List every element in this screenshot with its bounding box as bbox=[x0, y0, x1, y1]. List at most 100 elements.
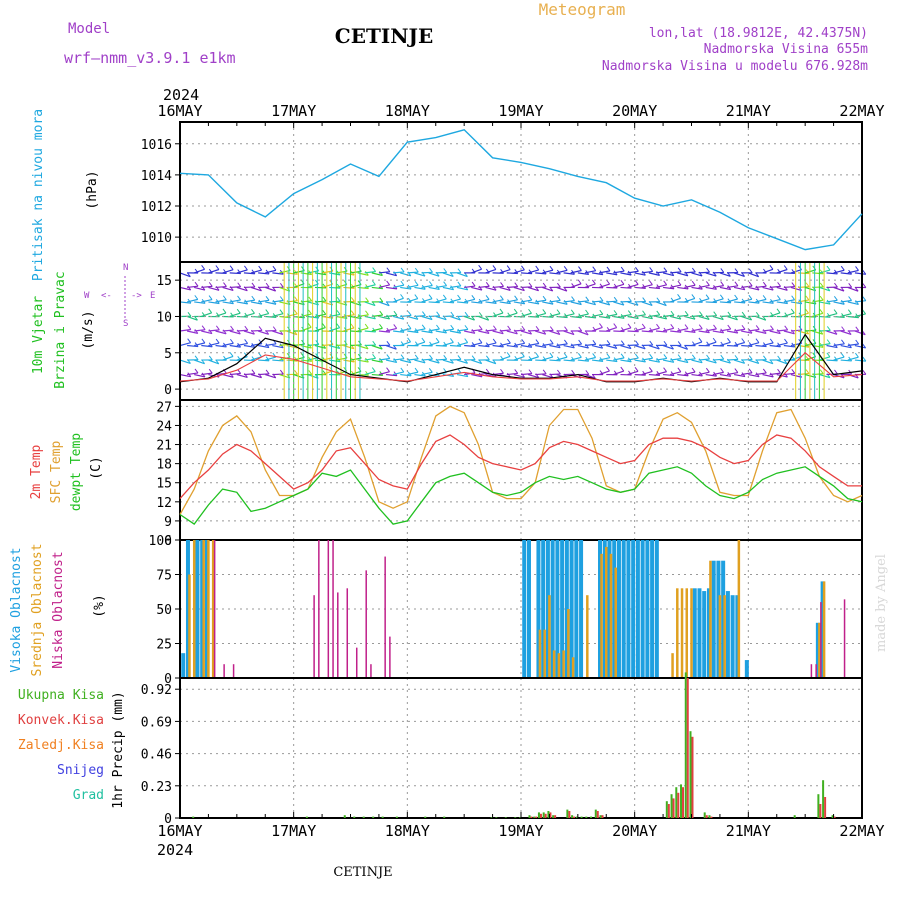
wind-barb-flag bbox=[663, 280, 668, 286]
wind-barb-flag bbox=[308, 343, 312, 349]
wind-barb bbox=[456, 342, 468, 347]
wind-barb-flag bbox=[663, 367, 667, 372]
wind-barb-flag bbox=[770, 325, 774, 330]
wind-barb bbox=[840, 272, 852, 275]
day-label-top: 18MAY bbox=[385, 102, 430, 120]
wind-barb-flag bbox=[862, 343, 867, 349]
wind-barb-flag bbox=[862, 369, 867, 375]
wind-barb-flag bbox=[251, 369, 256, 375]
wind-barb-flag bbox=[514, 282, 519, 287]
wind-barb bbox=[428, 359, 440, 364]
wind-barb bbox=[783, 285, 795, 289]
wind-barb-flag bbox=[379, 310, 384, 316]
wind-barb bbox=[421, 271, 433, 274]
wind-barb-flag bbox=[485, 355, 490, 361]
cloud-ytick-label: 50 bbox=[156, 603, 172, 618]
wind-barb-flag bbox=[521, 265, 525, 271]
wind-barb-flag bbox=[727, 311, 732, 317]
wind-barb-flag bbox=[713, 298, 718, 303]
wind-barb bbox=[485, 329, 497, 332]
wind-barb bbox=[428, 301, 440, 304]
wind-barb bbox=[378, 271, 390, 274]
cloud-ytick-label: 100 bbox=[149, 534, 172, 549]
wind-barb bbox=[584, 374, 596, 379]
mid-cloud-bar bbox=[548, 595, 551, 678]
wind-barb-flag bbox=[514, 269, 519, 274]
wind-barb bbox=[506, 272, 518, 275]
wind-barb-flag bbox=[755, 311, 760, 317]
wind-barb-flag bbox=[492, 265, 497, 270]
wind-barb-flag bbox=[265, 309, 270, 314]
wind-barb bbox=[677, 359, 689, 364]
mid-cloud-bar bbox=[690, 588, 693, 678]
wind-barb-flag bbox=[528, 282, 533, 288]
low-cloud-bar bbox=[815, 664, 817, 678]
wind-barb-flag bbox=[840, 265, 845, 271]
wind-barb-flag bbox=[272, 265, 277, 271]
low-cloud-bar bbox=[213, 540, 216, 678]
wind-barb bbox=[819, 301, 831, 305]
wind-barb-flag bbox=[343, 366, 348, 372]
wind-barb bbox=[840, 299, 852, 303]
total-precip-bar bbox=[528, 815, 531, 818]
wind-barb bbox=[513, 286, 525, 292]
wind-barb bbox=[428, 272, 440, 277]
wind-barb-flag bbox=[386, 267, 391, 273]
wind-barb bbox=[378, 330, 390, 333]
wind-barb bbox=[229, 312, 241, 318]
conv-precip-bar bbox=[710, 816, 713, 818]
wind-barb-flag bbox=[350, 370, 355, 376]
wind-barb bbox=[762, 301, 774, 304]
wind-barb-flag bbox=[513, 308, 518, 314]
total-precip-bar bbox=[793, 815, 796, 818]
wind-barb bbox=[549, 272, 561, 275]
wind-barb bbox=[819, 315, 831, 318]
wind-barb bbox=[840, 359, 852, 362]
wind-barb-flag bbox=[663, 354, 668, 359]
high-cloud-bar bbox=[702, 591, 707, 678]
wind-barb-flag bbox=[414, 367, 419, 373]
wind-barb-flag bbox=[308, 309, 312, 315]
wind-barb bbox=[279, 356, 291, 361]
wind-barb-flag bbox=[677, 267, 682, 273]
wind-barb bbox=[300, 313, 312, 318]
wind-barb bbox=[449, 344, 461, 347]
wind-barb bbox=[513, 342, 525, 347]
pressure-ytick-label: 1016 bbox=[141, 138, 172, 153]
wind-barb bbox=[464, 344, 476, 348]
wind-barb bbox=[463, 315, 475, 321]
wind-barb-flag bbox=[372, 354, 376, 359]
wind-barb bbox=[400, 373, 412, 377]
wind-barb bbox=[407, 271, 419, 274]
wind-barb bbox=[179, 272, 191, 278]
wind-barb bbox=[520, 312, 532, 318]
wind-barb bbox=[634, 272, 646, 276]
wind-barb bbox=[442, 272, 454, 277]
wind-barb-flag bbox=[776, 329, 781, 334]
wind-barb bbox=[677, 286, 689, 290]
wind-barb-flag bbox=[734, 355, 739, 360]
wind-barb-flag bbox=[371, 367, 376, 372]
wind-barb bbox=[776, 268, 788, 274]
wind-barb-flag bbox=[187, 325, 192, 330]
wind-barb bbox=[364, 301, 376, 307]
mid-cloud-bar bbox=[552, 650, 556, 678]
wind-barb-flag bbox=[720, 368, 724, 373]
wind-barb-flag bbox=[372, 267, 377, 272]
wind-barb bbox=[819, 329, 831, 332]
wind-barb bbox=[506, 344, 518, 348]
wind-barb-flag bbox=[734, 341, 739, 347]
wind-barb-flag bbox=[215, 265, 220, 270]
wind-barb bbox=[385, 344, 397, 350]
wind-barb-flag bbox=[634, 366, 639, 372]
wind-barb-flag bbox=[720, 281, 725, 286]
wind-barb-flag bbox=[208, 268, 213, 274]
wind-barb-flag bbox=[840, 352, 845, 358]
wind-barb-flag bbox=[230, 325, 234, 331]
wind-barb bbox=[435, 298, 447, 303]
wind-barb bbox=[435, 330, 447, 334]
temp-ytick-label: 27 bbox=[156, 400, 172, 415]
wind-barb bbox=[755, 298, 767, 303]
wind-barb-flag bbox=[784, 325, 789, 331]
wind-barb-flag bbox=[322, 323, 326, 328]
